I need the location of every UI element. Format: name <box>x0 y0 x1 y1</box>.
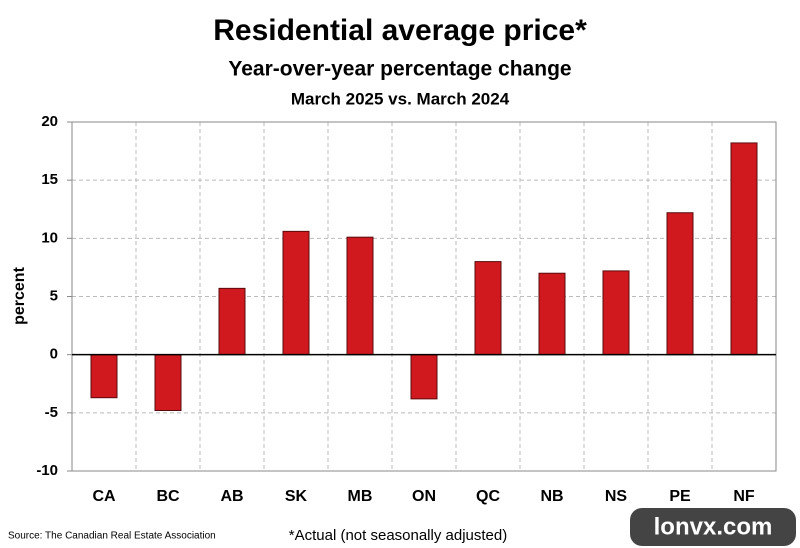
x-tick-label: AB <box>220 488 243 505</box>
x-tick-label: NB <box>540 488 563 505</box>
source-note: Source: The Canadian Real Estate Associa… <box>8 531 216 542</box>
y-tick-label: 0 <box>50 346 58 363</box>
y-tick-label: 5 <box>50 287 58 304</box>
x-tick-label: NS <box>605 488 628 505</box>
bar <box>602 270 630 356</box>
bar <box>346 236 374 356</box>
y-tick-label: 20 <box>41 113 58 130</box>
footnote: *Actual (not seasonally adjusted) <box>289 527 507 544</box>
y-tick-label: 10 <box>41 229 58 246</box>
x-tick-label: SK <box>285 488 308 505</box>
y-tick-label: 15 <box>41 171 58 188</box>
y-axis-label: percent <box>11 266 28 324</box>
bar <box>218 287 246 356</box>
x-tick-label: QC <box>476 488 500 505</box>
x-tick-label: MB <box>348 488 373 505</box>
x-tick-label: CA <box>92 488 116 505</box>
chart-title: Residential average price* <box>213 14 587 47</box>
plot-frame <box>71 121 777 472</box>
x-tick-label: BC <box>156 488 180 505</box>
x-tick-label: NF <box>733 488 755 505</box>
bar <box>538 272 566 356</box>
x-tick-label: PE <box>669 488 691 505</box>
bar <box>730 142 758 356</box>
chart-subtitle: Year-over-year percentage change <box>228 58 571 81</box>
bar <box>410 354 438 400</box>
y-tick-label: -5 <box>45 404 58 421</box>
bar <box>154 354 182 412</box>
bar <box>666 212 694 356</box>
watermark-badge <box>630 508 796 546</box>
bar <box>90 354 118 399</box>
watermark: lonvx.com <box>654 513 773 540</box>
y-tick-label: -10 <box>36 462 58 479</box>
chart-subtitle: March 2025 vs. March 2024 <box>291 89 510 108</box>
bar <box>282 230 310 356</box>
bar <box>474 261 502 356</box>
x-tick-label: ON <box>412 488 436 505</box>
